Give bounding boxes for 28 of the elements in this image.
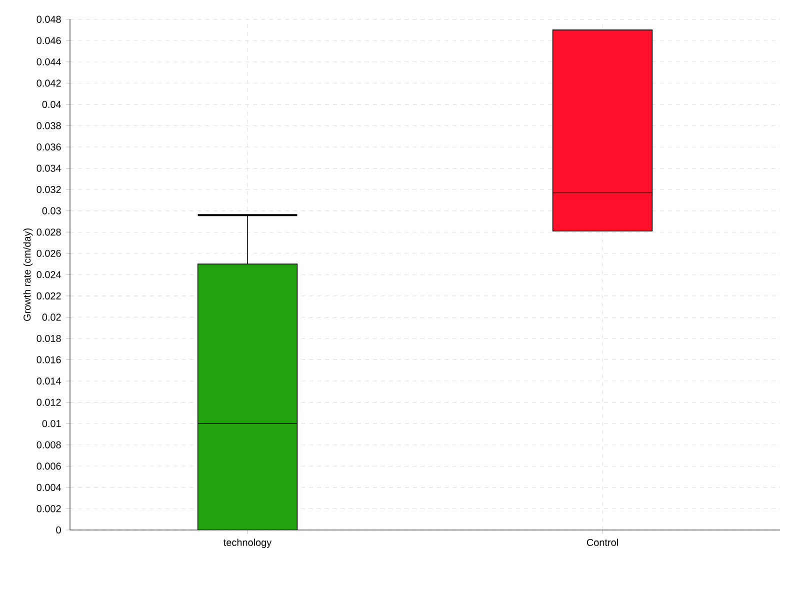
x-tick-label: technology xyxy=(224,538,272,548)
y-tick-label: 0.03 xyxy=(42,207,61,214)
x-tick-label: Control xyxy=(586,538,618,546)
y-tick-label: 0.026 xyxy=(36,250,61,257)
y-tick-label: 0.038 xyxy=(36,122,61,130)
y-tick-label: 0.034 xyxy=(36,164,62,172)
y-tick-label: 0.008 xyxy=(36,441,61,448)
y-tick-label: 0.004 xyxy=(36,484,62,491)
y-tick-label: 0.04 xyxy=(42,100,62,108)
y-tick-label: 0.046 xyxy=(36,37,61,44)
y-tick-label: 0.018 xyxy=(36,334,61,342)
y-axis-title: Growth rate (cm/day) xyxy=(23,228,33,321)
y-tick-label: 0.014 xyxy=(36,378,62,385)
y-tick-label: 0.028 xyxy=(36,228,61,236)
y-tick-label: 0.01 xyxy=(42,420,61,428)
y-tick-label: 0.044 xyxy=(36,58,62,66)
y-tick-label: 0.002 xyxy=(36,505,61,512)
y-tick-label: 0.024 xyxy=(36,271,62,278)
y-tick-label: 0.048 xyxy=(36,16,61,23)
y-tick-label: 0.016 xyxy=(36,356,61,364)
y-tick-label: 0.022 xyxy=(36,292,61,300)
y-tick-label: 0.032 xyxy=(36,186,61,194)
y-tick-label: 0.042 xyxy=(36,80,61,87)
y-tick-label: 0 xyxy=(56,526,61,534)
y-tick-label: 0.012 xyxy=(36,398,61,406)
y-tick-label: 0.006 xyxy=(36,462,61,470)
y-tick-label: 0.02 xyxy=(42,314,61,321)
y-tick-label: 0.036 xyxy=(36,143,61,151)
